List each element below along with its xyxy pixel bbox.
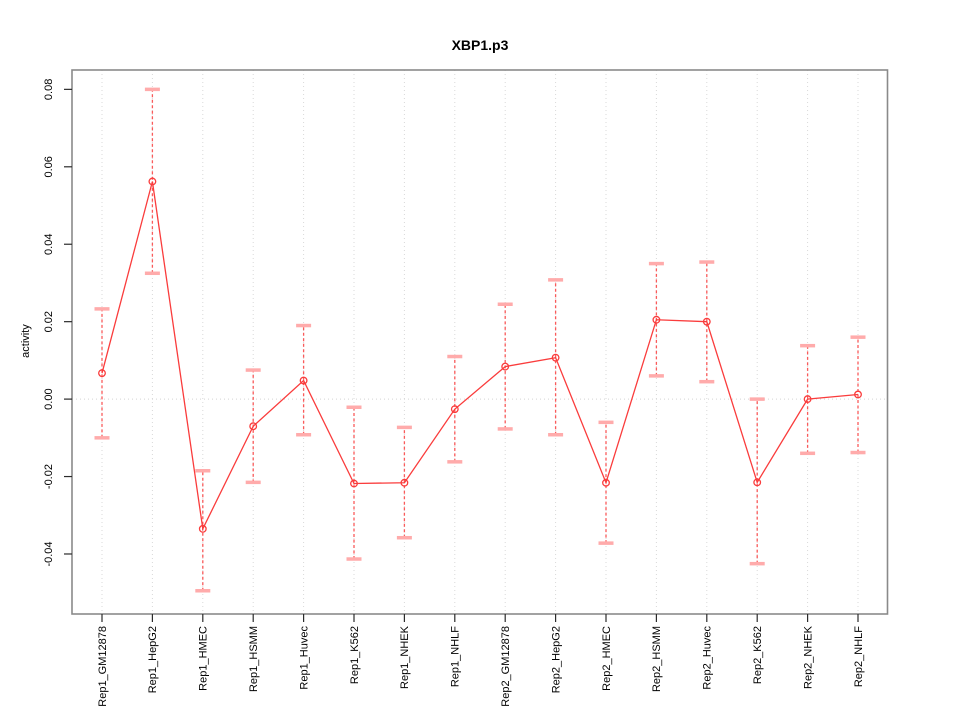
data-point (249, 422, 258, 431)
x-tick-label: Rep1_NHLF (450, 626, 462, 687)
data-point (299, 376, 308, 385)
data-point (702, 317, 711, 326)
x-tick-label: Rep2_NHEK (802, 625, 814, 689)
x-tick-label: Rep2_HMEC (601, 626, 613, 691)
data-point (198, 524, 207, 533)
data-point (450, 405, 459, 414)
data-point (400, 478, 409, 487)
y-tick-label: 0.00 (43, 388, 55, 409)
x-tick-label: Rep1_HepG2 (147, 626, 159, 693)
data-point (753, 478, 762, 487)
series-line (101, 181, 859, 531)
x-tick-label: Rep1_K562 (349, 626, 361, 684)
y-tick-label: 0.08 (43, 79, 55, 100)
y-tick-label: 0.02 (43, 311, 55, 332)
data-point (602, 478, 610, 487)
chart-title: XBP1.p3 (451, 37, 509, 53)
x-tick-label: Rep1_Huvec (298, 626, 310, 690)
x-tick-label: Rep1_NHEK (399, 625, 411, 689)
x-tick-label: Rep2_K562 (752, 626, 764, 684)
data-point (652, 315, 661, 324)
x-tick-label: Rep1_HMEC (198, 626, 210, 691)
x-tick-label: Rep1_HSMM (248, 626, 260, 692)
x-tick-label: Rep2_GM12878 (500, 626, 512, 707)
data-point (501, 362, 510, 371)
x-tick-label: Rep2_HepG2 (550, 626, 562, 693)
y-tick-label: 0.04 (43, 234, 55, 255)
y-tick-label: -0.02 (43, 464, 55, 489)
x-tick-label: Rep2_Huvec (702, 626, 714, 690)
data-point (803, 395, 812, 404)
x-tick-label: Rep2_NHLF (853, 626, 865, 687)
data-point (148, 177, 157, 186)
data-point (854, 390, 862, 399)
data-point (98, 369, 106, 378)
x-tick-label: Rep1_GM12878 (97, 626, 109, 707)
data-point (551, 353, 560, 362)
data-point (350, 479, 358, 488)
plot-box (71, 69, 889, 615)
y-tick-label: -0.04 (43, 541, 55, 566)
y-tick-label: 0.06 (43, 156, 55, 177)
x-tick-label: Rep2_HSMM (651, 626, 663, 692)
